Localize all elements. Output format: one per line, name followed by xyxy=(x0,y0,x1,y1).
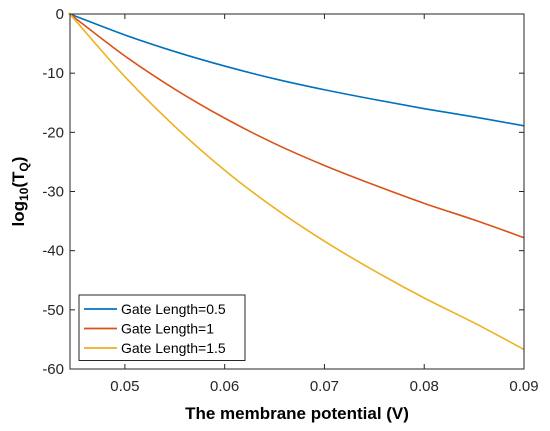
series-line-3 xyxy=(68,12,525,351)
x-tick-label: 0.07 xyxy=(310,378,339,395)
x-tick-label: 0.05 xyxy=(110,378,139,395)
x-tick-label: 0.06 xyxy=(210,378,239,395)
x-axis-label: The membrane potential (V) xyxy=(185,404,409,423)
y-axis-label-sub1: 10 xyxy=(17,187,31,201)
y-tick-label: -40 xyxy=(42,243,64,260)
y-axis-label-suffix: ) xyxy=(9,157,28,163)
x-tick-label: 0.09 xyxy=(509,378,538,395)
legend-label-2: Gate Length=1 xyxy=(121,321,214,337)
legend: Gate Length=0.5 Gate Length=1 Gate Length=… xyxy=(78,294,246,361)
y-tick-label: 0 xyxy=(56,6,64,23)
y-axis-label-mid: (T xyxy=(9,171,28,188)
y-tick-label: -50 xyxy=(42,302,64,319)
series-layer xyxy=(68,12,525,351)
y-tick-label: -30 xyxy=(42,184,64,201)
plot-frame xyxy=(69,13,525,370)
legend-label-3: Gate Length=1.5 xyxy=(121,340,226,356)
y-tick-label: -60 xyxy=(42,361,64,378)
y-axis-label-sub2: Q xyxy=(17,162,31,171)
y-tick-label: -10 xyxy=(42,65,64,82)
x-tick-label: 0.08 xyxy=(410,378,439,395)
legend-label-1: Gate Length=0.5 xyxy=(121,301,226,317)
ticks-layer: 0.05 0.06 0.07 0.08 0.09 0 -10 -20 -30 -40 -50 -60 xyxy=(42,6,538,395)
y-tick-label: -20 xyxy=(42,124,64,141)
y-axis-label: log10(TQ) xyxy=(9,157,31,227)
series-line-2 xyxy=(68,12,525,239)
y-axis-label-prefix: log xyxy=(9,201,28,227)
series-line-1 xyxy=(68,12,525,127)
